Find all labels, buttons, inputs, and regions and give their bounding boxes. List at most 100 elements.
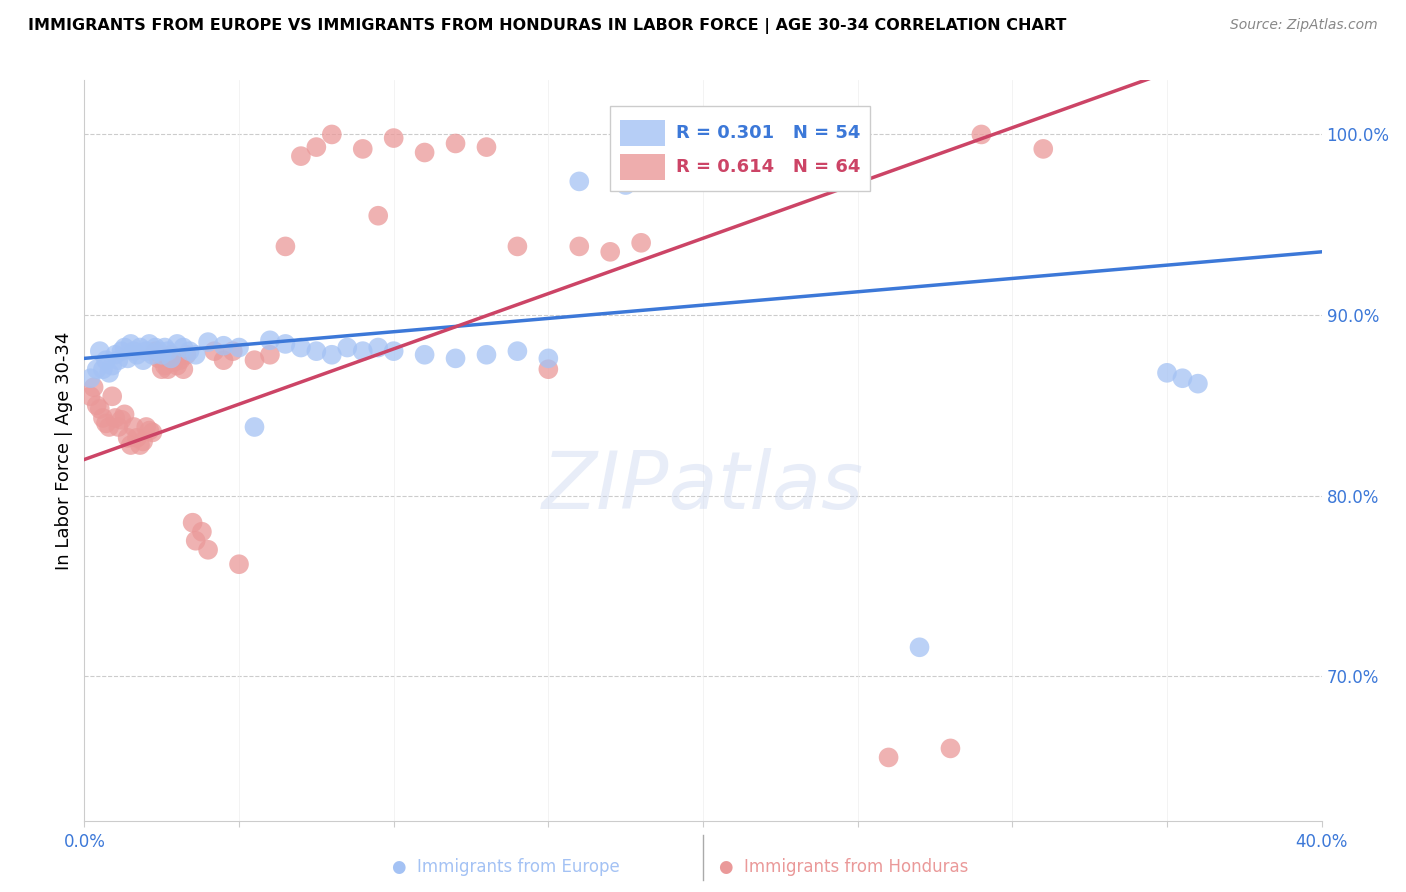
Point	[815, 131, 838, 145]
Point	[89, 401, 111, 416]
Text: IMMIGRANTS FROM EUROPE VS IMMIGRANTS FROM HONDURAS IN LABOR FORCE | AGE 30-34 CO: IMMIGRANTS FROM EUROPE VS IMMIGRANTS FRO…	[28, 18, 1067, 34]
Point	[148, 344, 170, 359]
Point	[138, 337, 160, 351]
Point	[91, 362, 114, 376]
Point	[939, 741, 962, 756]
Point	[129, 341, 152, 355]
Point	[506, 344, 529, 359]
FancyBboxPatch shape	[620, 153, 665, 180]
Point	[153, 341, 176, 355]
Point	[877, 750, 900, 764]
Point	[197, 335, 219, 350]
Point	[305, 140, 328, 154]
Point	[222, 344, 245, 359]
Point	[202, 344, 225, 359]
Point	[176, 348, 198, 362]
Point	[150, 362, 173, 376]
Point	[321, 128, 343, 142]
Point	[382, 344, 405, 359]
Point	[506, 239, 529, 253]
Point	[599, 244, 621, 259]
Point	[1187, 376, 1209, 391]
Y-axis label: In Labor Force | Age 30-34: In Labor Force | Age 30-34	[55, 331, 73, 570]
Point	[228, 558, 250, 572]
Point	[568, 239, 591, 253]
Point	[79, 371, 101, 385]
Point	[120, 337, 142, 351]
Point	[83, 380, 105, 394]
Point	[79, 389, 101, 403]
Point	[228, 341, 250, 355]
Text: ●  Immigrants from Europe: ● Immigrants from Europe	[392, 858, 620, 876]
Point	[537, 362, 560, 376]
Text: R = 0.301   N = 54: R = 0.301 N = 54	[676, 124, 860, 142]
Point	[145, 344, 167, 359]
Point	[243, 353, 266, 368]
Point	[141, 425, 163, 440]
Point	[156, 344, 179, 359]
Text: ZIPatlas: ZIPatlas	[541, 449, 865, 526]
Point	[132, 434, 155, 449]
Point	[156, 362, 179, 376]
Point	[86, 398, 108, 412]
Point	[129, 438, 152, 452]
Point	[1171, 371, 1194, 385]
Point	[970, 128, 993, 142]
Point	[475, 140, 498, 154]
FancyBboxPatch shape	[620, 120, 665, 146]
Point	[135, 420, 157, 434]
Point	[259, 334, 281, 348]
Point	[166, 337, 188, 351]
Point	[138, 424, 160, 438]
Point	[274, 239, 297, 253]
Point	[160, 348, 183, 362]
Point	[321, 348, 343, 362]
Point	[184, 533, 207, 548]
Point	[120, 438, 142, 452]
Point	[89, 344, 111, 359]
Point	[692, 131, 714, 145]
Point	[125, 348, 148, 362]
Point	[179, 344, 201, 359]
Point	[94, 353, 117, 368]
Point	[110, 344, 132, 359]
Point	[172, 362, 194, 376]
Point	[212, 353, 235, 368]
Point	[184, 348, 207, 362]
Point	[163, 355, 186, 369]
Point	[145, 341, 167, 355]
Point	[290, 149, 312, 163]
Point	[169, 353, 191, 368]
Point	[148, 351, 170, 366]
Point	[336, 341, 359, 355]
Point	[86, 362, 108, 376]
Point	[614, 178, 637, 192]
Point	[114, 408, 136, 422]
Point	[537, 351, 560, 366]
Point	[141, 348, 163, 362]
Point	[754, 136, 776, 151]
Point	[104, 348, 127, 362]
Point	[132, 353, 155, 368]
Point	[91, 411, 114, 425]
Point	[413, 145, 436, 160]
Text: Source: ZipAtlas.com: Source: ZipAtlas.com	[1230, 18, 1378, 32]
Point	[274, 337, 297, 351]
Point	[305, 344, 328, 359]
Point	[630, 235, 652, 250]
Point	[98, 366, 121, 380]
Point	[243, 420, 266, 434]
Point	[117, 431, 139, 445]
Point	[290, 341, 312, 355]
Point	[568, 174, 591, 188]
Point	[382, 131, 405, 145]
Point	[1032, 142, 1054, 156]
Text: ●  Immigrants from Honduras: ● Immigrants from Honduras	[718, 858, 969, 876]
Point	[101, 389, 124, 403]
Point	[104, 411, 127, 425]
Text: R = 0.614   N = 64: R = 0.614 N = 64	[676, 158, 860, 176]
Point	[117, 351, 139, 366]
Point	[191, 524, 214, 539]
Point	[444, 351, 467, 366]
Point	[367, 209, 389, 223]
